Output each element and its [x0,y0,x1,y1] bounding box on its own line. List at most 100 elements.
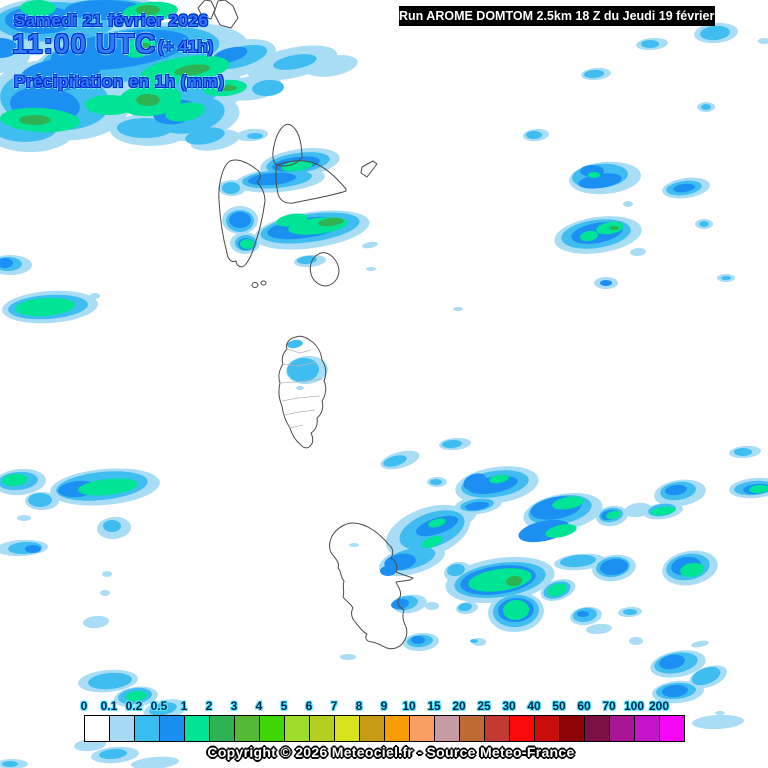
precip-blob-l1 [715,711,725,715]
scale-tick-label: 2 [205,699,213,713]
scale-cell [259,715,285,742]
precip-blob-l2 [442,439,462,449]
precip-blob-l1 [90,293,100,299]
precip-blob-l1 [692,714,744,730]
precip-blob-l3 [384,553,416,571]
precip-blob-g1 [606,510,620,520]
scale-tick-label: 0 [80,699,88,713]
scale-cell [134,715,160,742]
precip-blob-l2 [721,276,731,280]
precip-blob-g2 [318,217,344,227]
scale-tick-label: 50 [552,699,566,713]
precip-blob-l1 [453,307,463,311]
scale-tick-label: 5 [280,699,288,713]
precip-blob-l3 [0,38,18,58]
martinique [329,522,414,650]
forecast-date: Samedi 21 février 2026 [14,11,209,30]
scale-tick-label: 20 [452,699,466,713]
scale-tick-label: 7 [330,699,338,713]
precip-blob-g1 [680,562,704,578]
precip-blob-l2 [734,448,752,456]
guadeloupe-grande-terre-north [272,123,303,167]
scale-cell [284,715,310,742]
scale-cell [309,715,335,742]
precip-blob-g1 [503,599,529,621]
marie-galante [309,252,340,287]
scale-tick-label: 3 [230,699,238,713]
precip-blob-l1 [83,615,109,629]
scale-cell [484,715,510,742]
precip-blob-l3 [463,473,487,491]
precip-blob-l1 [340,654,356,660]
parameter-label: Précipitation en 1h (mm) [14,72,225,91]
precip-blob-g1 [165,102,205,122]
precip-blob-g1 [20,0,56,16]
precip-blob-g1 [240,239,254,249]
precip-blob-l2 [584,69,604,79]
scale-cell [409,715,435,742]
model-run-banner: Run AROME DOMTOM 2.5km 18 Z du Jeudi 19 … [399,6,746,26]
precip-blob-l2 [383,455,407,467]
precip-blob-l2 [99,748,127,760]
precip-blob-l3 [600,558,628,576]
la-desirade [360,160,378,178]
scale-cell [559,715,585,742]
precip-blob-l2 [700,25,730,41]
precip-blob-l1 [623,201,633,207]
scale-cell [334,715,360,742]
scale-tick-label: 1 [180,699,188,713]
precip-blob-l3 [577,611,589,617]
precip-blob-l2 [447,563,465,577]
scale-cell [659,715,685,742]
precip-blob-g1 [421,535,443,549]
precip-blob-g1 [428,518,446,528]
scale-cell [234,715,260,742]
scale-tick-label: 6 [305,699,313,713]
dominica-parish-3 [279,378,323,384]
precip-blob-l3 [391,598,409,610]
precip-blob-l1 [691,640,709,648]
precip-blob-l2 [273,54,317,70]
precip-blob-l3 [578,173,622,189]
precip-blob-g2 [506,575,522,587]
scale-cell [184,715,210,742]
precip-blob-l3 [673,183,695,193]
dominica-parish-5 [284,409,316,416]
precip-blob-l3 [659,654,685,670]
island-fragment-north-a [197,0,216,20]
precip-blob-l2 [185,127,225,145]
precip-blob-g1 [650,506,676,516]
precip-blob-l2 [458,602,472,612]
dominica-parish-2 [282,361,317,367]
scale-cell [209,715,235,742]
precip-blob-l2 [103,520,121,532]
scale-tick-label: 8 [355,699,363,713]
scale-tick-label: 60 [577,699,591,713]
precip-blob-l3 [0,258,13,268]
precip-blob-l1 [131,756,179,768]
precip-blob-l2 [222,182,240,194]
precip-blob-g1 [749,484,768,494]
precip-blob-l1 [630,247,646,257]
precip-blob-l3 [20,58,100,92]
scale-tick-label: 4 [255,699,263,713]
scale-cell [384,715,410,742]
precip-blob-l3 [465,501,489,511]
precip-blob-l2 [28,493,52,507]
precip-blob-l2 [623,609,637,615]
scale-cell [584,715,610,742]
les-saintes-a [251,282,259,288]
precip-blob-g1 [78,478,138,496]
precip-blob-g2 [19,115,51,125]
scale-tick-label: 200 [648,699,670,713]
scale-tick-label: 40 [527,699,541,713]
precip-blob-g2 [174,64,210,76]
precip-blob-g1 [2,473,28,487]
precip-blob-l2 [149,702,177,716]
dominica-parish-1 [286,348,312,354]
precip-blob-l3 [411,636,425,644]
scale-tick-label: 100 [623,699,645,713]
precip-blob-l1 [586,623,612,635]
scale-cell [459,715,485,742]
precip-blob-l1 [100,590,110,596]
